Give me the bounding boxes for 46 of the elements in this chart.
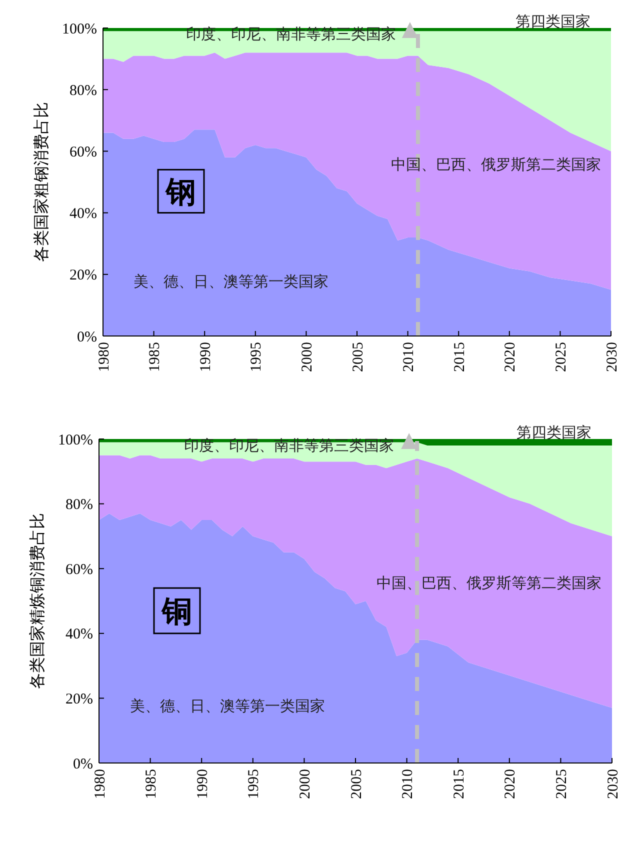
x-tick-label: 2015 bbox=[452, 342, 468, 372]
x-tick-label: 2025 bbox=[553, 342, 570, 372]
x-tick-label: 2030 bbox=[604, 342, 620, 372]
x-tick-label: 1995 bbox=[248, 342, 265, 372]
y-tick-label: 0% bbox=[73, 756, 93, 772]
x-tick-label: 2010 bbox=[400, 769, 416, 799]
text: 铜 bbox=[161, 596, 192, 629]
x-tick-label: 1990 bbox=[194, 769, 211, 799]
x-tick-label: 2000 bbox=[299, 342, 316, 372]
x-tick-label: 1985 bbox=[144, 769, 160, 799]
x-tick-label: 1995 bbox=[246, 769, 262, 799]
y-tick-label: 40% bbox=[70, 206, 97, 222]
x-tick-label: 2005 bbox=[350, 342, 366, 372]
y-axis-title: 各类国家精炼铜消费占比 bbox=[28, 513, 47, 689]
y-tick-label: 80% bbox=[70, 82, 97, 99]
y-tick-label: 0% bbox=[77, 329, 97, 346]
x-tick-label: 1990 bbox=[198, 342, 214, 372]
series-label: 中国、巴西、俄罗斯等第二类国家 bbox=[376, 575, 602, 592]
series-label: 第四类国家 bbox=[516, 424, 592, 442]
y-tick-label: 60% bbox=[70, 144, 97, 160]
x-tick-label: 2005 bbox=[348, 769, 365, 799]
x-tick-label: 2020 bbox=[502, 769, 519, 799]
text: 钢 bbox=[165, 176, 196, 210]
x-tick-label: 2010 bbox=[401, 342, 418, 372]
y-tick-label: 100% bbox=[62, 21, 97, 38]
x-tick-label: 2000 bbox=[297, 769, 314, 799]
y-axis-title: 各类国家粗钢消费占比 bbox=[32, 102, 51, 262]
series-label: 印度、印尼、南非等第三类国家 bbox=[184, 437, 394, 454]
y-tick-label: 20% bbox=[70, 268, 97, 284]
y-tick-label: 40% bbox=[66, 626, 93, 643]
x-tick-label: 1985 bbox=[147, 342, 164, 372]
y-tick-label: 60% bbox=[66, 562, 93, 578]
x-tick-label: 2015 bbox=[451, 769, 468, 799]
x-tick-label: 1980 bbox=[92, 769, 108, 799]
y-tick-label: 20% bbox=[66, 691, 93, 708]
y-tick-label: 80% bbox=[66, 497, 93, 514]
series-label: 印度、印尼、南非等第三类国家 bbox=[186, 26, 396, 43]
x-tick-label: 1980 bbox=[96, 342, 112, 372]
x-tick-label: 2030 bbox=[605, 769, 622, 799]
series-label: 美、德、日、澳等第一类国家 bbox=[130, 698, 325, 716]
y-tick-label: 100% bbox=[58, 432, 93, 448]
series-label: 美、德、日、澳等第一类国家 bbox=[133, 274, 328, 291]
series-label: 中国、巴西、俄罗斯第二类国家 bbox=[390, 156, 601, 174]
x-tick-label: 2020 bbox=[502, 342, 519, 372]
x-tick-label: 2025 bbox=[554, 769, 570, 799]
series-label: 第四类国家 bbox=[516, 13, 591, 30]
